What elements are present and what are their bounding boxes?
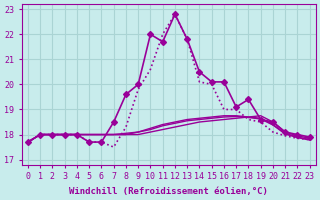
X-axis label: Windchill (Refroidissement éolien,°C): Windchill (Refroidissement éolien,°C) xyxy=(69,187,268,196)
